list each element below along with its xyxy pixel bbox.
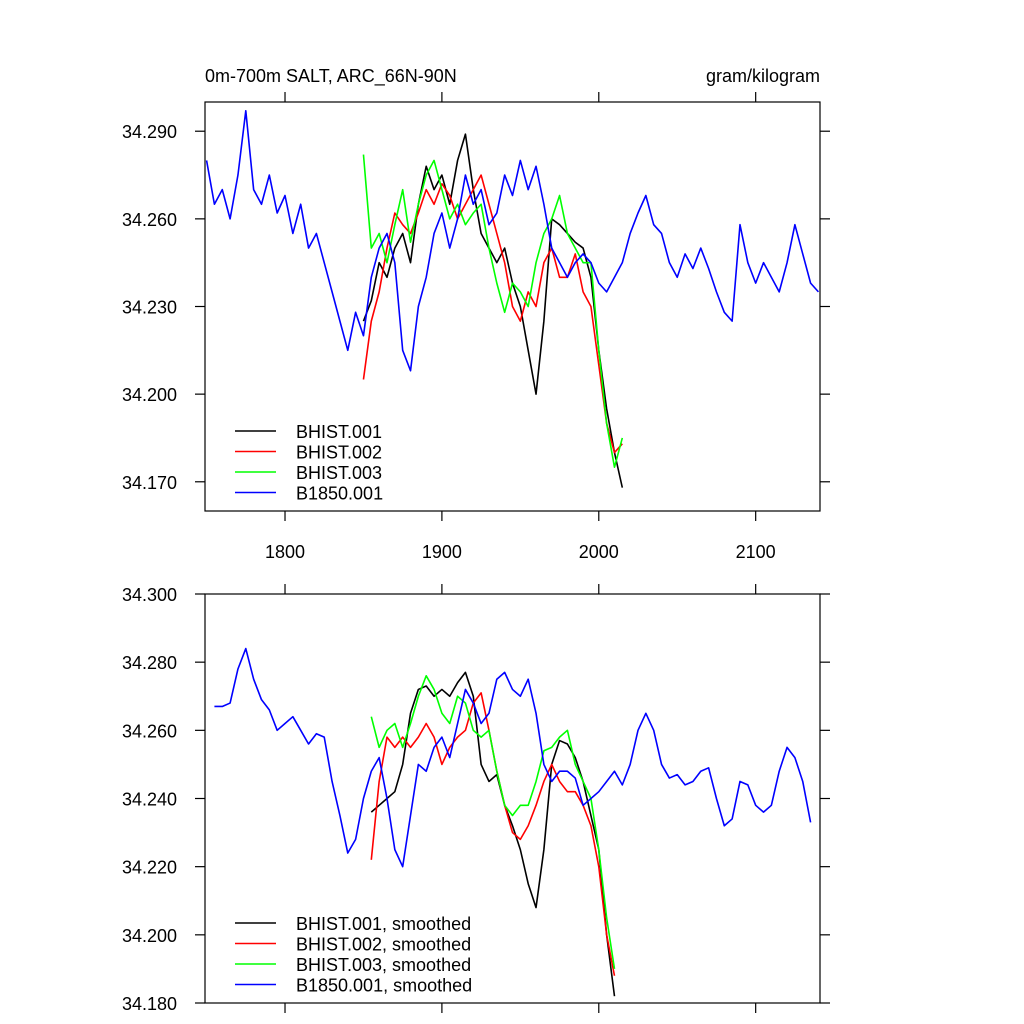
x-tick-label: 1900 [422,542,462,562]
legend-label: BHIST.001, smoothed [296,914,471,934]
data-line [362,154,624,468]
y-tick-label: 34.280 [122,653,177,673]
y-tick-label: 34.290 [122,122,177,142]
legend-label: BHIST.003, smoothed [296,955,471,975]
data-line [205,109,820,372]
legend-label: B1850.001 [296,484,383,504]
data-line [362,174,623,454]
legend-label: BHIST.003 [296,463,382,483]
chart-title: 0m-700m SALT, ARC_66N-90N [205,66,457,87]
y-tick-label: 34.220 [122,858,177,878]
x-tick-label: 1800 [265,542,305,562]
x-tick-label: 2000 [579,542,619,562]
legend-label: BHIST.002 [296,443,382,463]
data-line [362,133,624,488]
legend-label: BHIST.001 [296,422,382,442]
y-tick-label: 34.240 [122,790,177,810]
x-tick-label: 2100 [736,542,776,562]
y-tick-label: 34.180 [122,994,177,1014]
y-tick-label: 34.260 [122,210,177,230]
y-tick-label: 34.300 [122,585,177,605]
y-tick-label: 34.260 [122,721,177,741]
units-label: gram/kilogram [706,66,820,86]
y-tick-label: 34.200 [122,385,177,405]
legend-label: BHIST.002, smoothed [296,935,471,955]
data-line [370,675,616,970]
y-tick-label: 34.170 [122,473,177,493]
y-tick-label: 34.230 [122,298,177,318]
y-tick-label: 34.200 [122,926,177,946]
data-line [214,647,812,868]
legend-label: B1850.001, smoothed [296,976,472,996]
